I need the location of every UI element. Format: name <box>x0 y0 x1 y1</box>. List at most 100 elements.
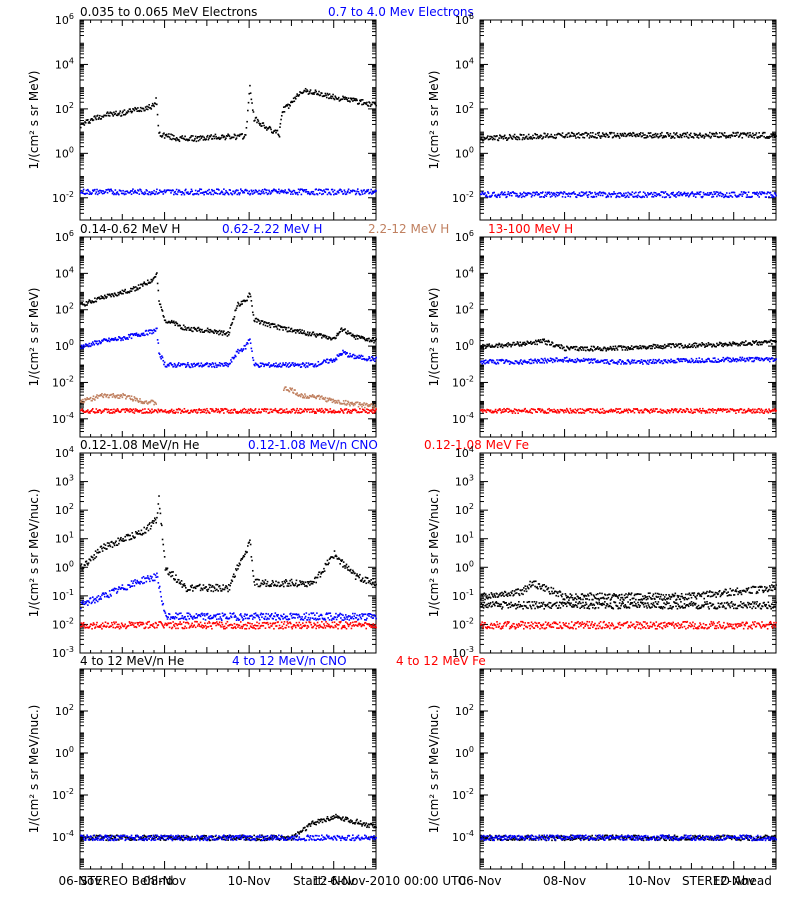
y-tick-base: 10 <box>455 231 469 244</box>
data-point <box>678 343 680 345</box>
data-point <box>217 193 219 195</box>
data-point <box>188 327 190 329</box>
y-tick-base: 10 <box>55 103 69 116</box>
data-point <box>671 192 673 194</box>
data-point <box>89 300 91 302</box>
data-point <box>741 133 743 135</box>
data-point <box>291 411 293 413</box>
data-point <box>507 342 509 344</box>
data-point <box>310 408 312 410</box>
data-point <box>553 192 555 194</box>
data-point <box>605 193 607 195</box>
data-point <box>687 192 689 194</box>
legend-entry: 0.035 to 0.065 MeV Electrons <box>80 5 257 19</box>
data-point <box>268 362 270 364</box>
data-point <box>593 196 595 198</box>
data-point <box>605 136 607 138</box>
data-point <box>285 362 287 364</box>
data-point <box>536 192 538 194</box>
data-point <box>240 188 242 190</box>
data-point <box>368 409 370 411</box>
data-point <box>626 363 628 365</box>
data-point <box>240 410 242 412</box>
data-point <box>732 341 734 343</box>
y-tick-label: 106 <box>55 229 74 244</box>
data-point <box>248 412 250 414</box>
data-point <box>344 351 346 353</box>
data-point <box>216 409 218 411</box>
data-point <box>147 280 149 282</box>
data-point <box>503 194 505 196</box>
data-point <box>186 364 188 366</box>
data-point <box>768 192 770 194</box>
data-point <box>254 192 256 194</box>
data-point <box>725 196 727 198</box>
data-point <box>367 340 369 342</box>
data-point <box>94 189 96 191</box>
data-point <box>308 333 310 335</box>
data-point <box>304 90 306 92</box>
data-point <box>770 194 772 196</box>
data-point <box>701 361 703 363</box>
data-point <box>116 396 118 398</box>
data-point <box>556 192 558 194</box>
data-point <box>608 196 610 198</box>
data-point <box>225 190 227 192</box>
data-point <box>189 139 191 141</box>
data-point <box>686 132 688 134</box>
data-point <box>686 347 688 349</box>
data-point <box>229 189 231 191</box>
data-point <box>220 365 222 367</box>
data-point <box>162 135 164 137</box>
data-point <box>251 305 253 307</box>
data-point <box>636 346 638 348</box>
data-point <box>209 412 211 414</box>
legend-entry: 13-100 MeV H <box>488 222 573 236</box>
data-point <box>278 189 280 191</box>
data-point <box>179 365 181 367</box>
data-point <box>761 344 763 346</box>
data-point <box>637 346 639 348</box>
data-point <box>105 115 107 117</box>
data-point <box>589 135 591 137</box>
data-point <box>548 191 550 193</box>
data-point <box>150 108 152 110</box>
data-point <box>775 195 777 197</box>
data-point <box>107 409 109 411</box>
data-point <box>292 101 294 103</box>
data-point <box>647 192 649 194</box>
data-point <box>171 320 173 322</box>
data-point <box>241 348 243 350</box>
data-point <box>279 126 281 128</box>
data-point <box>153 192 155 194</box>
data-point <box>667 134 669 136</box>
data-point <box>752 133 754 135</box>
data-point <box>561 192 563 194</box>
data-point <box>685 133 687 135</box>
data-point <box>281 366 283 368</box>
data-point <box>326 189 328 191</box>
data-point <box>327 398 329 400</box>
data-point <box>540 362 542 364</box>
data-point <box>214 366 216 368</box>
data-point <box>641 359 643 361</box>
y-tick-exponent: 6 <box>69 12 74 21</box>
data-point <box>629 361 631 363</box>
data-point <box>753 135 755 137</box>
data-point <box>307 193 309 195</box>
data-point <box>229 327 231 329</box>
data-point <box>361 358 363 360</box>
data-point <box>347 411 349 413</box>
data-point <box>741 358 743 360</box>
data-point <box>218 189 220 191</box>
data-point <box>653 192 655 194</box>
data-point <box>697 346 699 348</box>
data-point <box>245 409 247 411</box>
data-point <box>96 301 98 303</box>
data-point <box>374 411 376 413</box>
data-point <box>80 127 82 129</box>
data-point <box>768 137 770 139</box>
data-point <box>131 193 133 195</box>
data-point <box>118 114 120 116</box>
